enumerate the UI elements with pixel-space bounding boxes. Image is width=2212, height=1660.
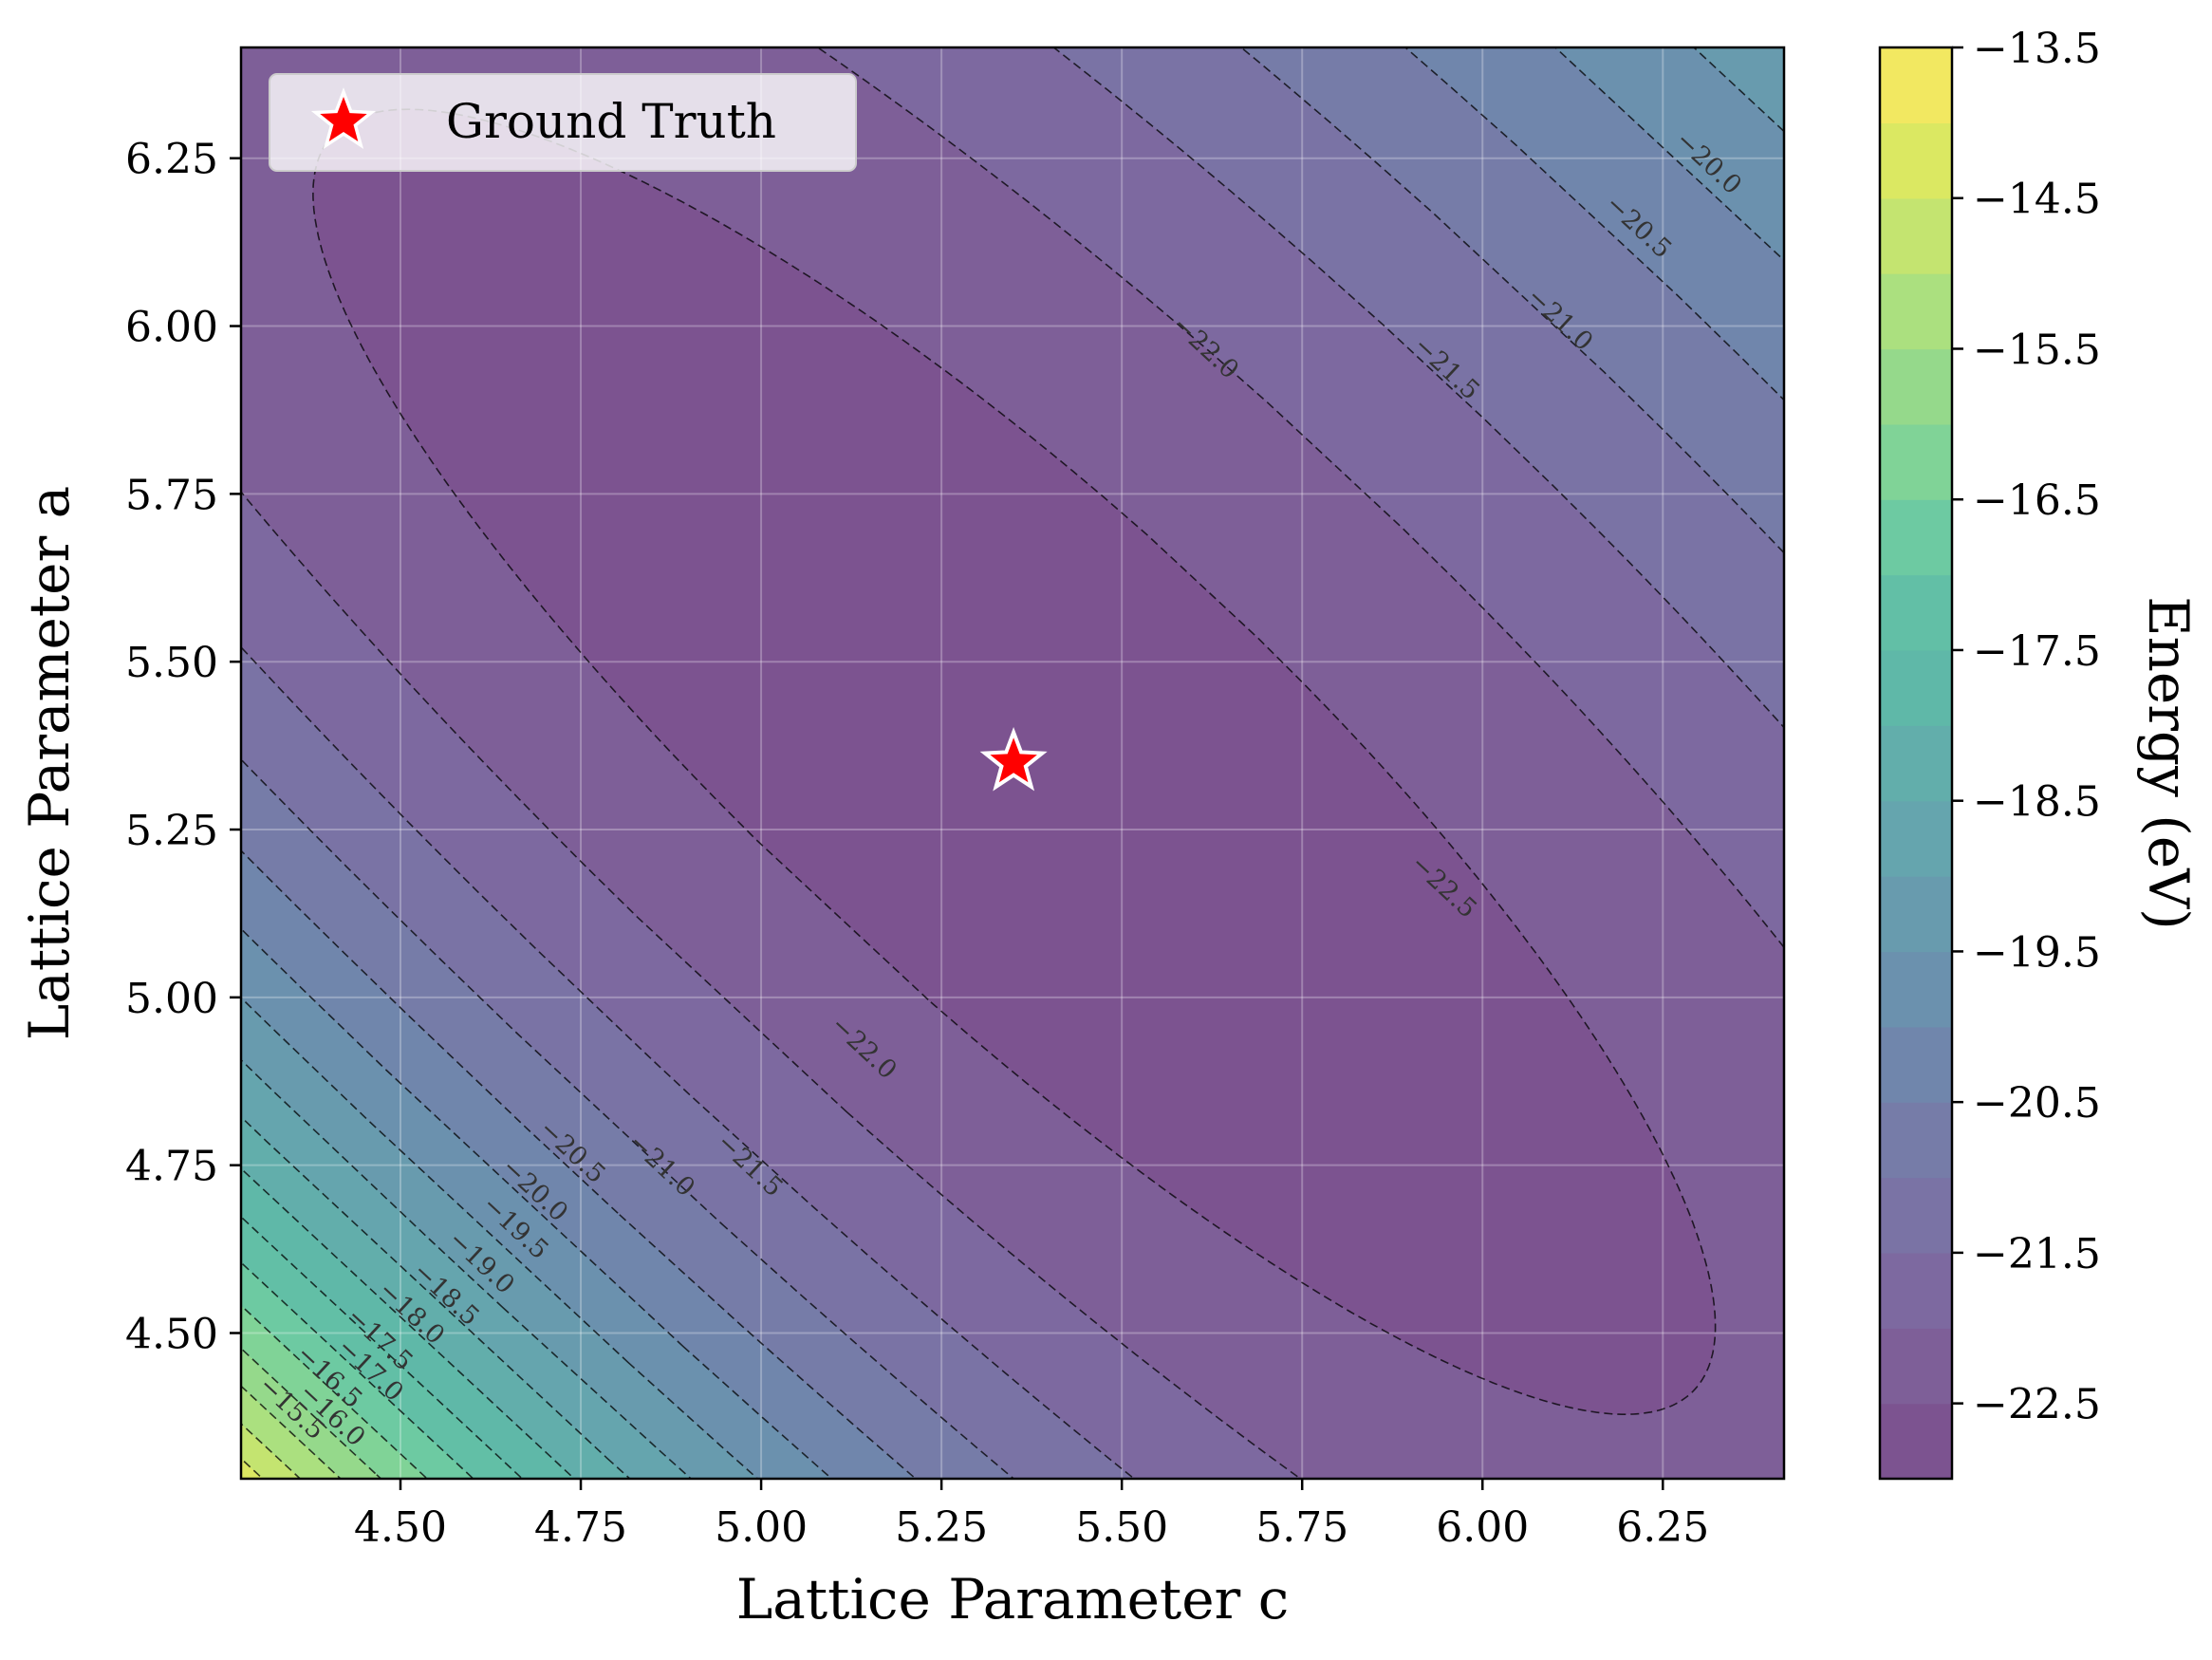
colorbar-bands [1880,47,1952,1480]
y-tick-label: 5.25 [125,807,218,855]
x-tick-label: 4.75 [534,1503,627,1552]
colorbar-band [1880,1252,1952,1329]
y-tick-label: 6.25 [125,136,218,184]
colorbar-frame [1878,46,1954,1481]
x-tick-label: 5.00 [715,1503,808,1552]
y-axis-label: Lattice Parameter a [17,486,82,1041]
legend-box [269,73,857,172]
x-axis-label: Lattice Parameter c [736,1567,1289,1632]
colorbar-band [1880,1328,1952,1405]
plot-frame [239,46,1786,1481]
grid-lines [241,47,1784,1479]
colorbar-band [1880,1026,1952,1103]
colorbar-tick-label: −22.5 [1973,1381,2101,1429]
colorbar-band [1880,1102,1952,1179]
y-tick-label: 5.50 [125,639,218,687]
colorbar-ticks: −22.5 −21.5 −20.5 −19.5 −18.5 −17.5 −16.5 −15.5… [1952,25,2101,1429]
colorbar-band [1880,273,1952,350]
colorbar-label: Energy (eV) [2136,596,2201,930]
x-tick-label: 5.25 [895,1503,988,1552]
legend: Ground Truth [269,73,857,172]
x-tick-label: 6.00 [1436,1503,1529,1552]
colorbar-band [1880,423,1952,500]
colorbar-band [1880,122,1952,199]
colorbar-tick-label: −21.5 [1973,1230,2101,1278]
colorbar-band [1880,574,1952,651]
colorbar-band [1880,951,1952,1028]
x-tick-label: 4.50 [354,1503,447,1552]
y-tick-label: 4.50 [125,1311,218,1359]
colorbar-band [1880,725,1952,802]
colorbar-band [1880,348,1952,425]
colorbar-band [1880,800,1952,877]
y-tick-label: 6.00 [125,304,218,352]
colorbar-band [1880,197,1952,274]
x-tick-label: 5.75 [1255,1503,1348,1552]
colorbar-tick-label: −13.5 [1973,25,2101,73]
colorbar-tick-label: −19.5 [1973,928,2101,977]
colorbar-band [1880,1177,1952,1254]
colorbar-band [1880,649,1952,726]
colorbar-band [1880,499,1952,576]
legend-label: Ground Truth [446,94,776,149]
star-icon [979,726,1048,792]
colorbar-tick-label: −18.5 [1973,778,2101,827]
colorbar-tick-label: −15.5 [1973,326,2101,374]
y-tick-label: 5.75 [125,471,218,519]
colorbar-tick-label: −17.5 [1973,627,2101,676]
x-axis-ticks: 4.50 4.75 5.00 5.25 5.50 5.75 6.00 6.25 [354,1479,1709,1552]
colorbar-tick-label: −20.5 [1973,1079,2101,1128]
ground-truth-marker [979,726,1048,792]
y-tick-label: 5.00 [125,975,218,1023]
y-tick-label: 4.75 [125,1143,218,1191]
colorbar-tick-label: −14.5 [1973,176,2101,224]
colorbar-band [1880,47,1952,123]
colorbar-tick-label: −16.5 [1973,476,2101,525]
colorbar-band [1880,1403,1952,1480]
x-tick-label: 6.25 [1616,1503,1709,1552]
contour-line [312,108,1717,1415]
colorbar: −22.5 −21.5 −20.5 −19.5 −18.5 −17.5 −16.5 −15.5… [1878,25,2201,1481]
colorbar-band [1880,876,1952,953]
x-tick-label: 5.50 [1075,1503,1168,1552]
y-axis-ticks: 4.50 4.75 5.00 5.25 5.50 5.75 6.00 6.25 [125,136,241,1359]
star-icon [310,87,377,149]
